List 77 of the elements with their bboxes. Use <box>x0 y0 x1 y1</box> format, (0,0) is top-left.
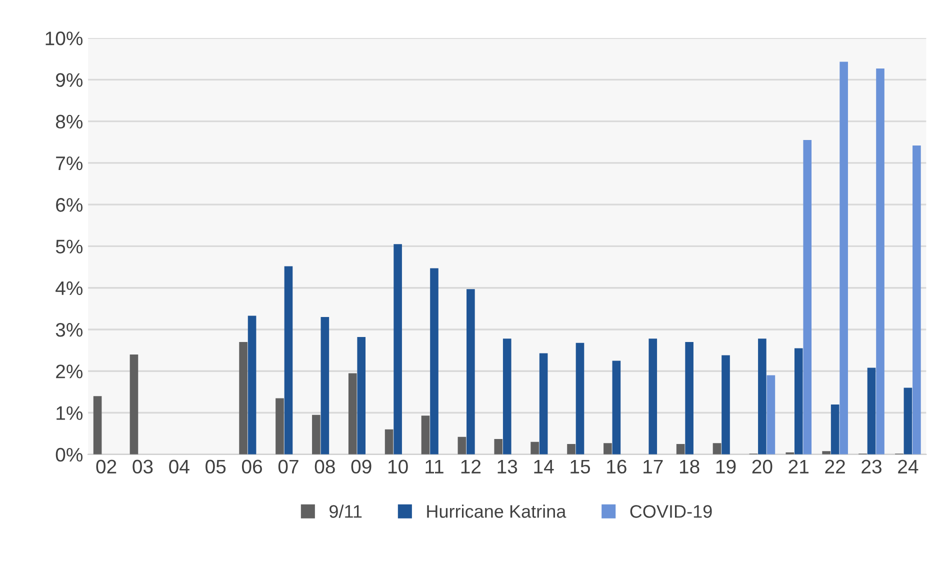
y-tick-label: 6% <box>56 198 83 212</box>
bar <box>803 140 812 454</box>
bar <box>576 342 584 454</box>
bar <box>357 336 366 454</box>
bar <box>312 414 320 454</box>
x-tick-label: 18 <box>680 460 700 474</box>
bar <box>384 429 394 454</box>
bar <box>685 342 694 454</box>
x-tick-label: 21 <box>788 460 808 474</box>
y-tick-label: 9% <box>56 73 83 87</box>
bar <box>248 316 256 454</box>
bar <box>876 68 884 454</box>
x-tick-label: 05 <box>206 460 226 474</box>
bar <box>530 442 539 454</box>
bar <box>430 268 438 454</box>
bar <box>567 444 576 454</box>
bar <box>604 443 612 454</box>
bar <box>648 338 658 454</box>
bar <box>421 416 430 454</box>
x-tick-label: 07 <box>278 460 298 474</box>
x-tick-label: 04 <box>169 460 190 474</box>
bar <box>93 396 102 454</box>
x-tick-label: 02 <box>96 460 116 474</box>
bar <box>840 62 848 454</box>
bar <box>276 398 284 454</box>
bar <box>676 444 685 454</box>
bar <box>494 438 503 454</box>
bar <box>320 317 330 454</box>
x-tick-label: 09 <box>351 460 372 474</box>
x-tick-label: 10 <box>388 460 408 474</box>
bar <box>239 342 248 454</box>
bar <box>539 353 548 454</box>
bar <box>458 436 466 454</box>
bar <box>867 368 876 454</box>
x-tick-label: 23 <box>862 460 882 474</box>
y-tick-label: 4% <box>56 281 83 296</box>
x-tick-label: 03 <box>132 460 153 474</box>
bar <box>766 375 776 454</box>
legend-label: COVID-19 <box>630 505 712 518</box>
x-tick-label: 13 <box>498 460 518 474</box>
y-tick-label: 2% <box>56 364 83 378</box>
bar <box>722 355 730 454</box>
x-tick-label: 11 <box>426 460 444 474</box>
x-tick-label: 19 <box>716 460 736 474</box>
bar <box>394 244 402 454</box>
legend-label: Hurricane Katrina <box>427 504 566 518</box>
bar <box>712 443 722 454</box>
y-tick-label: 10% <box>46 32 83 46</box>
y-tick-label: 0% <box>56 448 83 462</box>
y-tick-label: 8% <box>56 114 83 129</box>
x-tick-label: 24 <box>898 460 918 474</box>
bar <box>830 404 840 454</box>
bar <box>794 348 803 454</box>
y-tick-label: 3% <box>56 322 83 337</box>
bar <box>912 145 921 454</box>
bar <box>822 451 830 454</box>
legend-label: 9/11 <box>330 504 362 518</box>
bar <box>466 289 475 454</box>
bar <box>284 266 293 454</box>
x-tick-label: 22 <box>825 460 845 474</box>
bar <box>758 338 766 454</box>
x-tick-label: 06 <box>242 460 262 474</box>
bar <box>904 388 912 454</box>
bar <box>130 354 138 454</box>
bar <box>612 360 621 454</box>
bar <box>348 373 357 454</box>
y-tick-label: 1% <box>56 406 83 420</box>
x-tick-label: 17 <box>644 460 663 474</box>
y-tick-label: 5% <box>56 240 83 254</box>
bar <box>502 338 512 454</box>
x-tick-label: 20 <box>752 460 772 474</box>
x-tick-label: 14 <box>534 460 554 474</box>
x-tick-label: 08 <box>314 460 335 474</box>
x-tick-label: 16 <box>607 460 626 474</box>
x-tick-label: 12 <box>461 460 481 474</box>
x-tick-label: 15 <box>570 460 590 474</box>
y-tick-label: 7% <box>56 156 83 170</box>
